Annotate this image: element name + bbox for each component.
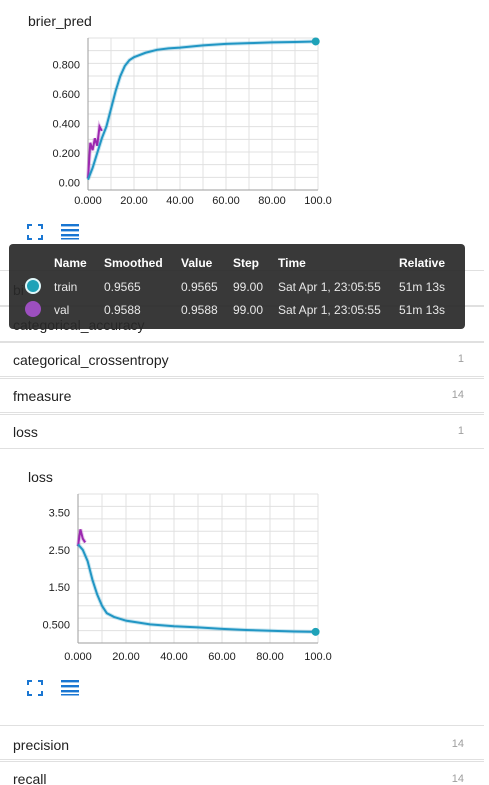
fullscreen-icon[interactable] bbox=[27, 224, 47, 244]
fullscreen-icon[interactable] bbox=[27, 680, 47, 700]
tooltip-row-name: train bbox=[54, 280, 78, 294]
y-tick-label: 0.00 bbox=[59, 178, 80, 190]
x-tick-label: 20.00 bbox=[112, 651, 140, 663]
x-tick-label: 0.000 bbox=[64, 651, 92, 663]
series-line-train bbox=[87, 40, 316, 181]
section-row-categorical-crossentropy[interactable]: categorical_crossentropy 1 bbox=[0, 342, 484, 377]
hover-point-train bbox=[311, 37, 320, 46]
section-row-loss[interactable]: loss 1 bbox=[0, 414, 484, 449]
section-name: categorical_crossentropy bbox=[13, 352, 169, 368]
tooltip-header-value: Value bbox=[181, 256, 213, 270]
x-tick-label: 60.00 bbox=[208, 651, 236, 663]
section-count: 14 bbox=[451, 738, 464, 750]
section-count: 1 bbox=[457, 353, 464, 365]
tooltip-row-value: 0.9565 bbox=[181, 280, 218, 294]
hover-point-train bbox=[311, 627, 320, 636]
chart-tooltip: Name Smoothed Value Step Time Relative t… bbox=[9, 244, 465, 329]
tooltip-header-relative: Relative bbox=[399, 256, 446, 270]
tooltip-header-time: Time bbox=[278, 256, 306, 270]
tooltip-header-name: Name bbox=[54, 256, 87, 270]
section-name: precision bbox=[13, 737, 70, 753]
series-halo-train bbox=[86, 39, 316, 181]
tooltip-row-time: Sat Apr 1, 23:05:55 bbox=[278, 280, 381, 294]
y-tick-label: 0.400 bbox=[52, 119, 80, 131]
x-tick-label: 100.0 bbox=[304, 195, 332, 207]
tooltip-row-time: Sat Apr 1, 23:05:55 bbox=[278, 303, 381, 317]
tooltip-row-step: 99.00 bbox=[233, 280, 264, 294]
tooltip-row-value: 0.9588 bbox=[181, 303, 218, 317]
tooltip-row-relative: 51m 13s bbox=[399, 280, 446, 294]
brier-pred-chart: 0.000 20.00 40.00 60.00 80.00 100.0 0.00 0.200 0… bbox=[52, 37, 332, 207]
y-tick-label: 0.500 bbox=[42, 619, 70, 631]
tooltip-row-smoothed: 0.9588 bbox=[104, 303, 141, 317]
section-row-recall[interactable]: recall 14 bbox=[0, 761, 484, 785]
section-count: 14 bbox=[451, 773, 464, 785]
series-line-val bbox=[87, 123, 103, 179]
x-tick-label: 60.00 bbox=[212, 195, 240, 207]
y-tick-label: 2.50 bbox=[49, 545, 70, 557]
tooltip-header-step: Step bbox=[233, 256, 260, 270]
section-count: 1 bbox=[457, 425, 464, 437]
tooltip-row-step: 99.00 bbox=[233, 303, 264, 317]
section-name: recall bbox=[13, 771, 47, 785]
section-row-precision[interactable]: precision 14 bbox=[0, 725, 484, 760]
list-icon[interactable] bbox=[60, 222, 80, 242]
section-name: loss bbox=[13, 424, 38, 440]
series-line-train bbox=[77, 543, 316, 633]
chart-title-loss: loss bbox=[28, 469, 53, 485]
val-swatch-icon bbox=[25, 301, 41, 317]
y-tick-label: 3.50 bbox=[49, 508, 70, 520]
tooltip-header-smoothed: Smoothed bbox=[104, 256, 163, 270]
section-name: fmeasure bbox=[13, 388, 72, 404]
list-icon[interactable] bbox=[60, 678, 80, 698]
x-tick-label: 40.00 bbox=[166, 195, 194, 207]
x-tick-label: 20.00 bbox=[120, 195, 148, 207]
x-tick-label: 80.00 bbox=[258, 195, 286, 207]
series-line-val bbox=[77, 529, 87, 547]
x-tick-label: 80.00 bbox=[256, 651, 284, 663]
tooltip-row-smoothed: 0.9565 bbox=[104, 280, 141, 294]
x-tick-label: 0.000 bbox=[74, 195, 102, 207]
y-tick-label: 0.200 bbox=[52, 148, 80, 160]
loss-chart: 0.000 20.00 40.00 60.00 80.00 100.0 0.500 1.50 2… bbox=[42, 493, 332, 663]
series-halo-train bbox=[76, 542, 316, 634]
y-tick-label: 1.50 bbox=[49, 582, 70, 594]
tooltip-row-relative: 51m 13s bbox=[399, 303, 446, 317]
y-tick-label: 0.800 bbox=[52, 60, 80, 72]
section-count: 14 bbox=[451, 389, 464, 401]
tooltip-row-name: val bbox=[54, 303, 70, 317]
chart-title-brier: brier_pred bbox=[28, 13, 92, 29]
train-swatch-icon bbox=[25, 278, 41, 294]
x-tick-label: 100.0 bbox=[304, 651, 332, 663]
y-tick-label: 0.600 bbox=[52, 89, 80, 101]
x-tick-label: 40.00 bbox=[160, 651, 188, 663]
section-row-fmeasure[interactable]: fmeasure 14 bbox=[0, 378, 484, 413]
